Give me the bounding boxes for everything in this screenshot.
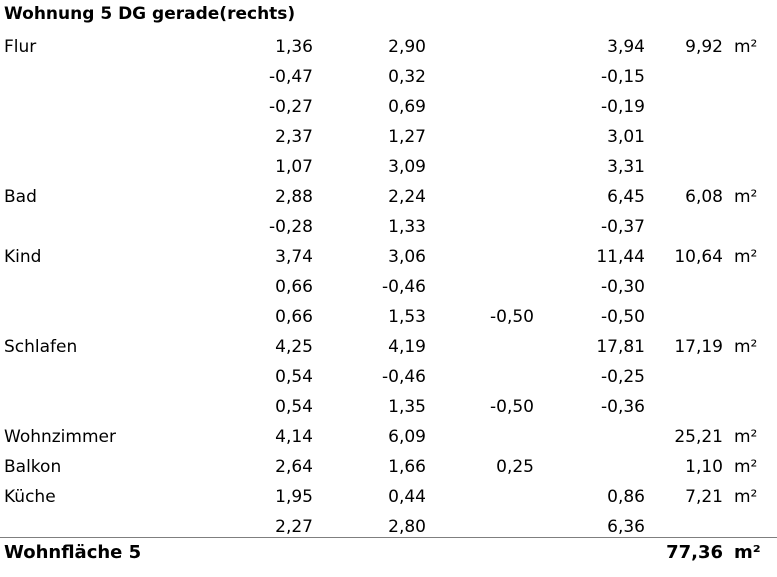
measure-c: -0,50 xyxy=(490,397,534,417)
table-row: 0,54 -0,46 -0,25 xyxy=(0,362,777,392)
table-row: Kind 3,74 3,06 11,44 10,64 m² xyxy=(0,242,777,272)
area-unit: m² xyxy=(734,487,758,507)
measure-b: 1,35 xyxy=(388,397,426,417)
measure-a: 3,74 xyxy=(275,247,313,267)
room-label: Balkon xyxy=(4,457,62,477)
area-unit: m² xyxy=(734,457,758,477)
total-divider xyxy=(0,537,777,538)
table-row: 0,66 1,53 -0,50 -0,50 xyxy=(0,302,777,332)
area-unit: m² xyxy=(734,37,758,57)
measure-b: 0,32 xyxy=(388,67,426,87)
measure-a: 1,07 xyxy=(275,157,313,177)
measure-b: 2,24 xyxy=(388,187,426,207)
measure-a: 2,27 xyxy=(275,517,313,537)
room-area: 1,10 xyxy=(685,457,723,477)
measure-b: 1,66 xyxy=(388,457,426,477)
room-label: Wohnzimmer xyxy=(4,427,116,447)
total-row: Wohnfläche 5 77,36 m² xyxy=(0,538,777,568)
measure-b: -0,46 xyxy=(382,277,426,297)
measure-b: 1,27 xyxy=(388,127,426,147)
table-row: -0,47 0,32 -0,15 xyxy=(0,62,777,92)
measure-a: 4,25 xyxy=(275,337,313,357)
measure-b: 3,09 xyxy=(388,157,426,177)
measure-d: -0,15 xyxy=(601,67,645,87)
measure-b: 6,09 xyxy=(388,427,426,447)
room-area: 6,08 xyxy=(685,187,723,207)
measure-a: -0,27 xyxy=(269,97,313,117)
measure-a: 0,54 xyxy=(275,397,313,417)
measure-a: 2,88 xyxy=(275,187,313,207)
measure-a: 1,95 xyxy=(275,487,313,507)
measure-a: 2,64 xyxy=(275,457,313,477)
measure-a: 0,54 xyxy=(275,367,313,387)
measure-c: 0,25 xyxy=(496,457,534,477)
table-row: -0,28 1,33 -0,37 xyxy=(0,212,777,242)
measure-d: -0,36 xyxy=(601,397,645,417)
area-unit: m² xyxy=(734,337,758,357)
table-row: -0,27 0,69 -0,19 xyxy=(0,92,777,122)
measure-b: 0,69 xyxy=(388,97,426,117)
measure-d: 17,81 xyxy=(596,337,645,357)
room-area: 7,21 xyxy=(685,487,723,507)
area-unit: m² xyxy=(734,247,758,267)
room-area: 17,19 xyxy=(674,337,723,357)
measure-d: 6,36 xyxy=(607,517,645,537)
area-unit: m² xyxy=(734,427,758,447)
measure-b: 0,44 xyxy=(388,487,426,507)
table-row: 1,07 3,09 3,31 xyxy=(0,152,777,182)
measure-a: -0,47 xyxy=(269,67,313,87)
measure-d: -0,19 xyxy=(601,97,645,117)
area-unit: m² xyxy=(734,187,758,207)
measure-d: -0,50 xyxy=(601,307,645,327)
measure-d: -0,25 xyxy=(601,367,645,387)
measure-b: 2,80 xyxy=(388,517,426,537)
measure-d: -0,37 xyxy=(601,217,645,237)
table-row: Bad 2,88 2,24 6,45 6,08 m² xyxy=(0,182,777,212)
room-area: 10,64 xyxy=(674,247,723,267)
measure-a: 0,66 xyxy=(275,307,313,327)
measure-b: 4,19 xyxy=(388,337,426,357)
room-label: Kind xyxy=(4,247,42,267)
measure-a: 2,37 xyxy=(275,127,313,147)
measure-a: 0,66 xyxy=(275,277,313,297)
table-row: Balkon 2,64 1,66 0,25 1,10 m² xyxy=(0,452,777,482)
table-row: Flur 1,36 2,90 3,94 9,92 m² xyxy=(0,32,777,62)
room-label: Schlafen xyxy=(4,337,78,357)
measure-a: 1,36 xyxy=(275,37,313,57)
measure-a: -0,28 xyxy=(269,217,313,237)
room-label: Bad xyxy=(4,187,37,207)
room-label: Küche xyxy=(4,487,56,507)
table-row: 2,27 2,80 6,36 xyxy=(0,512,777,542)
measure-b: 3,06 xyxy=(388,247,426,267)
room-label: Flur xyxy=(4,37,37,57)
measure-d: 11,44 xyxy=(596,247,645,267)
measure-d: 6,45 xyxy=(607,187,645,207)
table-row: Wohnzimmer 4,14 6,09 25,21 m² xyxy=(0,422,777,452)
room-area: 9,92 xyxy=(685,37,723,57)
table-row: 0,66 -0,46 -0,30 xyxy=(0,272,777,302)
measure-d: 3,31 xyxy=(607,157,645,177)
measure-b: 2,90 xyxy=(388,37,426,57)
table-row: Küche 1,95 0,44 0,86 7,21 m² xyxy=(0,482,777,512)
measure-c: -0,50 xyxy=(490,307,534,327)
measure-a: 4,14 xyxy=(275,427,313,447)
total-label: Wohnfläche 5 xyxy=(4,542,142,563)
measure-b: 1,53 xyxy=(388,307,426,327)
measure-d: 0,86 xyxy=(607,487,645,507)
table-row: Schlafen 4,25 4,19 17,81 17,19 m² xyxy=(0,332,777,362)
measure-b: 1,33 xyxy=(388,217,426,237)
total-value: 77,36 xyxy=(666,542,723,563)
measure-d: 3,01 xyxy=(607,127,645,147)
room-area: 25,21 xyxy=(674,427,723,447)
measure-d: -0,30 xyxy=(601,277,645,297)
table-row: 0,54 1,35 -0,50 -0,36 xyxy=(0,392,777,422)
total-unit: m² xyxy=(734,542,761,563)
table-row: 2,37 1,27 3,01 xyxy=(0,122,777,152)
measure-b: -0,46 xyxy=(382,367,426,387)
sheet-title: Wohnung 5 DG gerade(rechts) xyxy=(4,4,296,24)
measure-d: 3,94 xyxy=(607,37,645,57)
